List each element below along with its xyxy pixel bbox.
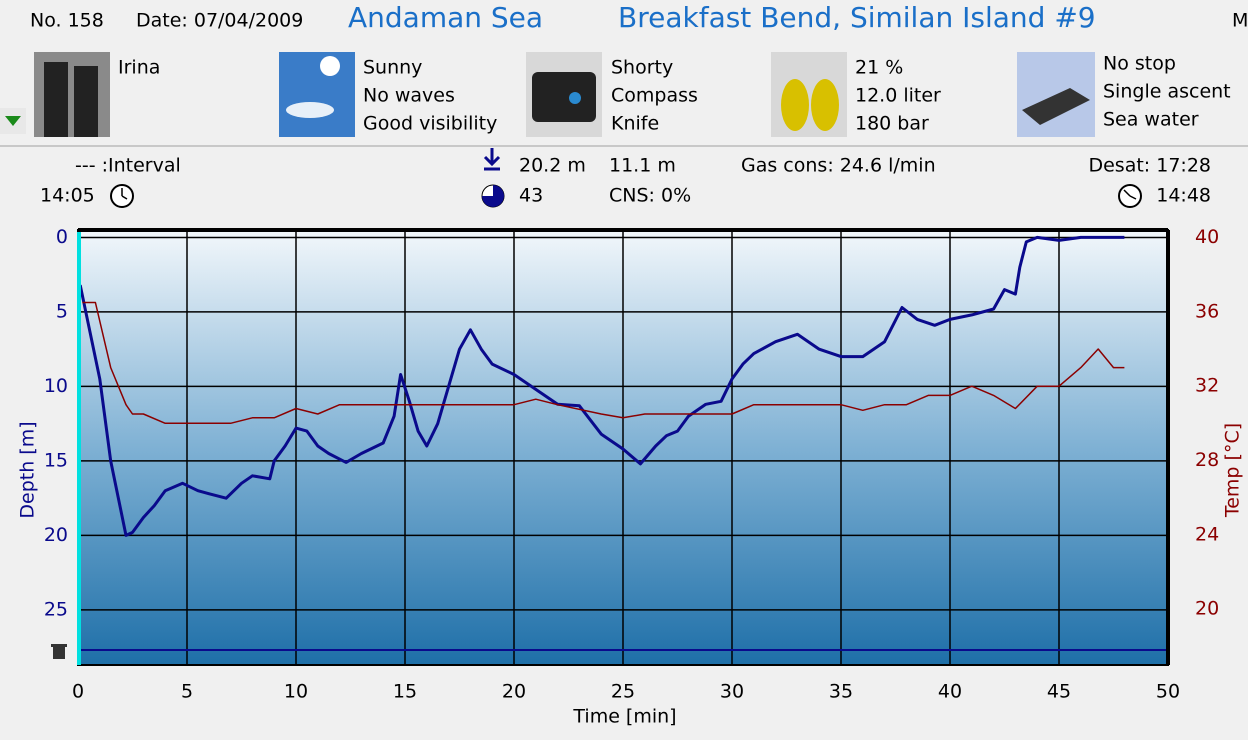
- y2-tick-label: 24: [1195, 523, 1219, 545]
- dive-number: No. 158: [30, 10, 104, 32]
- icons: [0, 52, 1095, 137]
- x-tick-label: 10: [284, 681, 308, 703]
- info-line: Sea water: [1103, 109, 1199, 131]
- avg-depth: 11.1 m: [609, 155, 676, 177]
- interval: --- :Interval: [75, 155, 181, 177]
- info-line: Irina: [118, 57, 160, 79]
- gas-consumption: Gas cons: 24.6 l/min: [741, 155, 936, 177]
- y2-tick-label: 32: [1195, 375, 1219, 397]
- x-tick-label: 35: [829, 681, 853, 703]
- cns: CNS: 0%: [609, 185, 691, 207]
- info-line: No stop: [1103, 53, 1176, 75]
- y2-tick-label: 28: [1195, 449, 1219, 471]
- info-line: 21 %: [855, 57, 903, 79]
- clock-icon: [110, 184, 134, 208]
- clock-icon: [1118, 184, 1142, 208]
- x-tick-label: 50: [1156, 681, 1180, 703]
- info-line: Knife: [611, 113, 659, 135]
- duration: 43: [519, 185, 543, 207]
- x-tick-label: 30: [720, 681, 744, 703]
- depth-icon: [483, 148, 501, 171]
- info-line: Compass: [611, 85, 698, 107]
- info-line: Sunny: [363, 57, 422, 79]
- info-line: 180 bar: [855, 113, 929, 135]
- dive-date: Date: 07/04/2009: [136, 10, 303, 32]
- x-tick-label: 5: [181, 681, 193, 703]
- y2-tick-label: 36: [1195, 300, 1219, 322]
- cut-text: M: [1232, 10, 1248, 32]
- x-tick-label: 40: [938, 681, 962, 703]
- y-tick-label: 25: [44, 598, 68, 620]
- location: Andaman Sea: [348, 1, 543, 34]
- max-depth: 20.2 m: [519, 155, 586, 177]
- desat: Desat: 17:28: [1088, 155, 1211, 177]
- y-tick-label: 0: [56, 226, 68, 248]
- end-time: 14:48: [1156, 185, 1211, 207]
- y-tick-label: 10: [44, 375, 68, 397]
- y2-axis-label: Temp [°C]: [1222, 423, 1244, 518]
- series-line: [78, 235, 1125, 537]
- y-tick-label: 5: [56, 300, 68, 322]
- series-line: [82, 301, 1125, 425]
- x-tick-label: 15: [393, 681, 417, 703]
- site: Breakfast Bend, Similan Island #9: [618, 1, 1096, 34]
- info-line: Good visibility: [363, 113, 497, 135]
- info-line: Shorty: [611, 57, 673, 79]
- duration-icon: [481, 184, 505, 208]
- info-line: Single ascent: [1103, 81, 1231, 103]
- x-tick-label: 25: [611, 681, 635, 703]
- y-axis-label: Depth [m]: [17, 421, 39, 518]
- x-tick-label: 0: [72, 681, 84, 703]
- info-line: No waves: [363, 85, 455, 107]
- x-axis-label: Time [min]: [572, 706, 676, 728]
- y-tick-label: 20: [44, 524, 68, 546]
- y2-tick-label: 40: [1195, 226, 1219, 248]
- y-tick-label: 15: [44, 449, 68, 471]
- y2-tick-label: 20: [1195, 598, 1219, 620]
- x-tick-label: 20: [502, 681, 526, 703]
- info-line: 12.0 liter: [855, 85, 941, 107]
- x-tick-label: 45: [1047, 681, 1071, 703]
- trash-icon: [51, 644, 67, 659]
- start-time: 14:05: [40, 185, 95, 207]
